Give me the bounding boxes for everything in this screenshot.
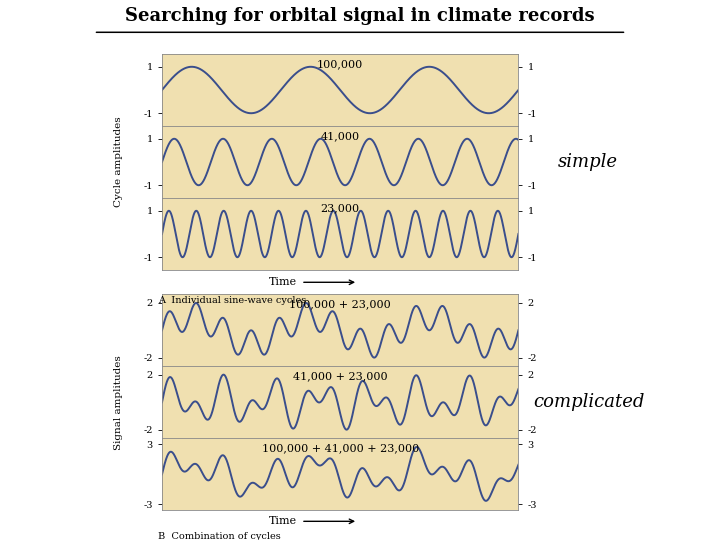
Text: 100,000 + 41,000 + 23,000: 100,000 + 41,000 + 23,000: [261, 443, 419, 454]
Text: complicated: complicated: [533, 393, 644, 411]
Text: Searching for orbital signal in climate records: Searching for orbital signal in climate …: [125, 7, 595, 25]
Text: Time: Time: [269, 516, 297, 526]
Text: 41,000 + 23,000: 41,000 + 23,000: [293, 372, 387, 381]
Text: Signal amplitudes: Signal amplitudes: [114, 355, 123, 450]
Text: simple: simple: [558, 153, 618, 171]
Text: B  Combination of cycles: B Combination of cycles: [158, 532, 281, 540]
Text: 23,000: 23,000: [320, 203, 360, 213]
Text: 100,000: 100,000: [317, 59, 364, 69]
Text: Time: Time: [269, 277, 297, 287]
Text: 100,000 + 23,000: 100,000 + 23,000: [289, 299, 391, 309]
Text: 41,000: 41,000: [320, 131, 360, 141]
Text: Cycle amplitudes: Cycle amplitudes: [114, 117, 123, 207]
Text: A  Individual sine-wave cycles: A Individual sine-wave cycles: [158, 296, 307, 305]
